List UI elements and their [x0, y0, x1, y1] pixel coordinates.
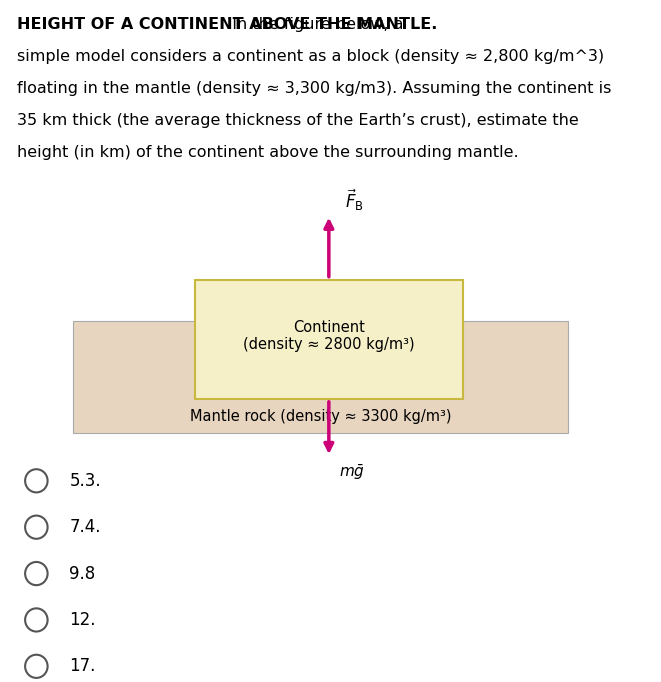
- Text: floating in the mantle (density ≈ 3,300 kg/m3). Assuming the continent is: floating in the mantle (density ≈ 3,300 …: [17, 81, 611, 96]
- Text: 12.: 12.: [69, 611, 96, 629]
- Text: 5.3.: 5.3.: [69, 472, 101, 490]
- Bar: [73, 321, 568, 433]
- Text: height (in km) of the continent above the surrounding mantle.: height (in km) of the continent above th…: [17, 145, 518, 160]
- Text: $\vec{F}_{\rm B}$: $\vec{F}_{\rm B}$: [345, 188, 364, 213]
- Text: 35 km thick (the average thickness of the Earth’s crust), estimate the: 35 km thick (the average thickness of th…: [17, 113, 578, 128]
- Text: In the figure below, a: In the figure below, a: [17, 17, 403, 32]
- Text: Continent
(density ≈ 2800 kg/m³): Continent (density ≈ 2800 kg/m³): [243, 320, 414, 352]
- Text: $m\bar{g}$: $m\bar{g}$: [338, 462, 365, 481]
- Text: HEIGHT OF A CONTINENT ABOVE THE MANTLE.: HEIGHT OF A CONTINENT ABOVE THE MANTLE.: [17, 17, 437, 32]
- Text: 9.8: 9.8: [69, 565, 96, 582]
- Text: 7.4.: 7.4.: [69, 518, 101, 536]
- Text: Mantle rock (density ≈ 3300 kg/m³): Mantle rock (density ≈ 3300 kg/m³): [190, 409, 451, 424]
- Text: simple model considers a continent as a block (density ≈ 2,800 kg/m^3): simple model considers a continent as a …: [17, 49, 603, 64]
- Bar: [195, 280, 463, 399]
- Text: 17.: 17.: [69, 657, 96, 675]
